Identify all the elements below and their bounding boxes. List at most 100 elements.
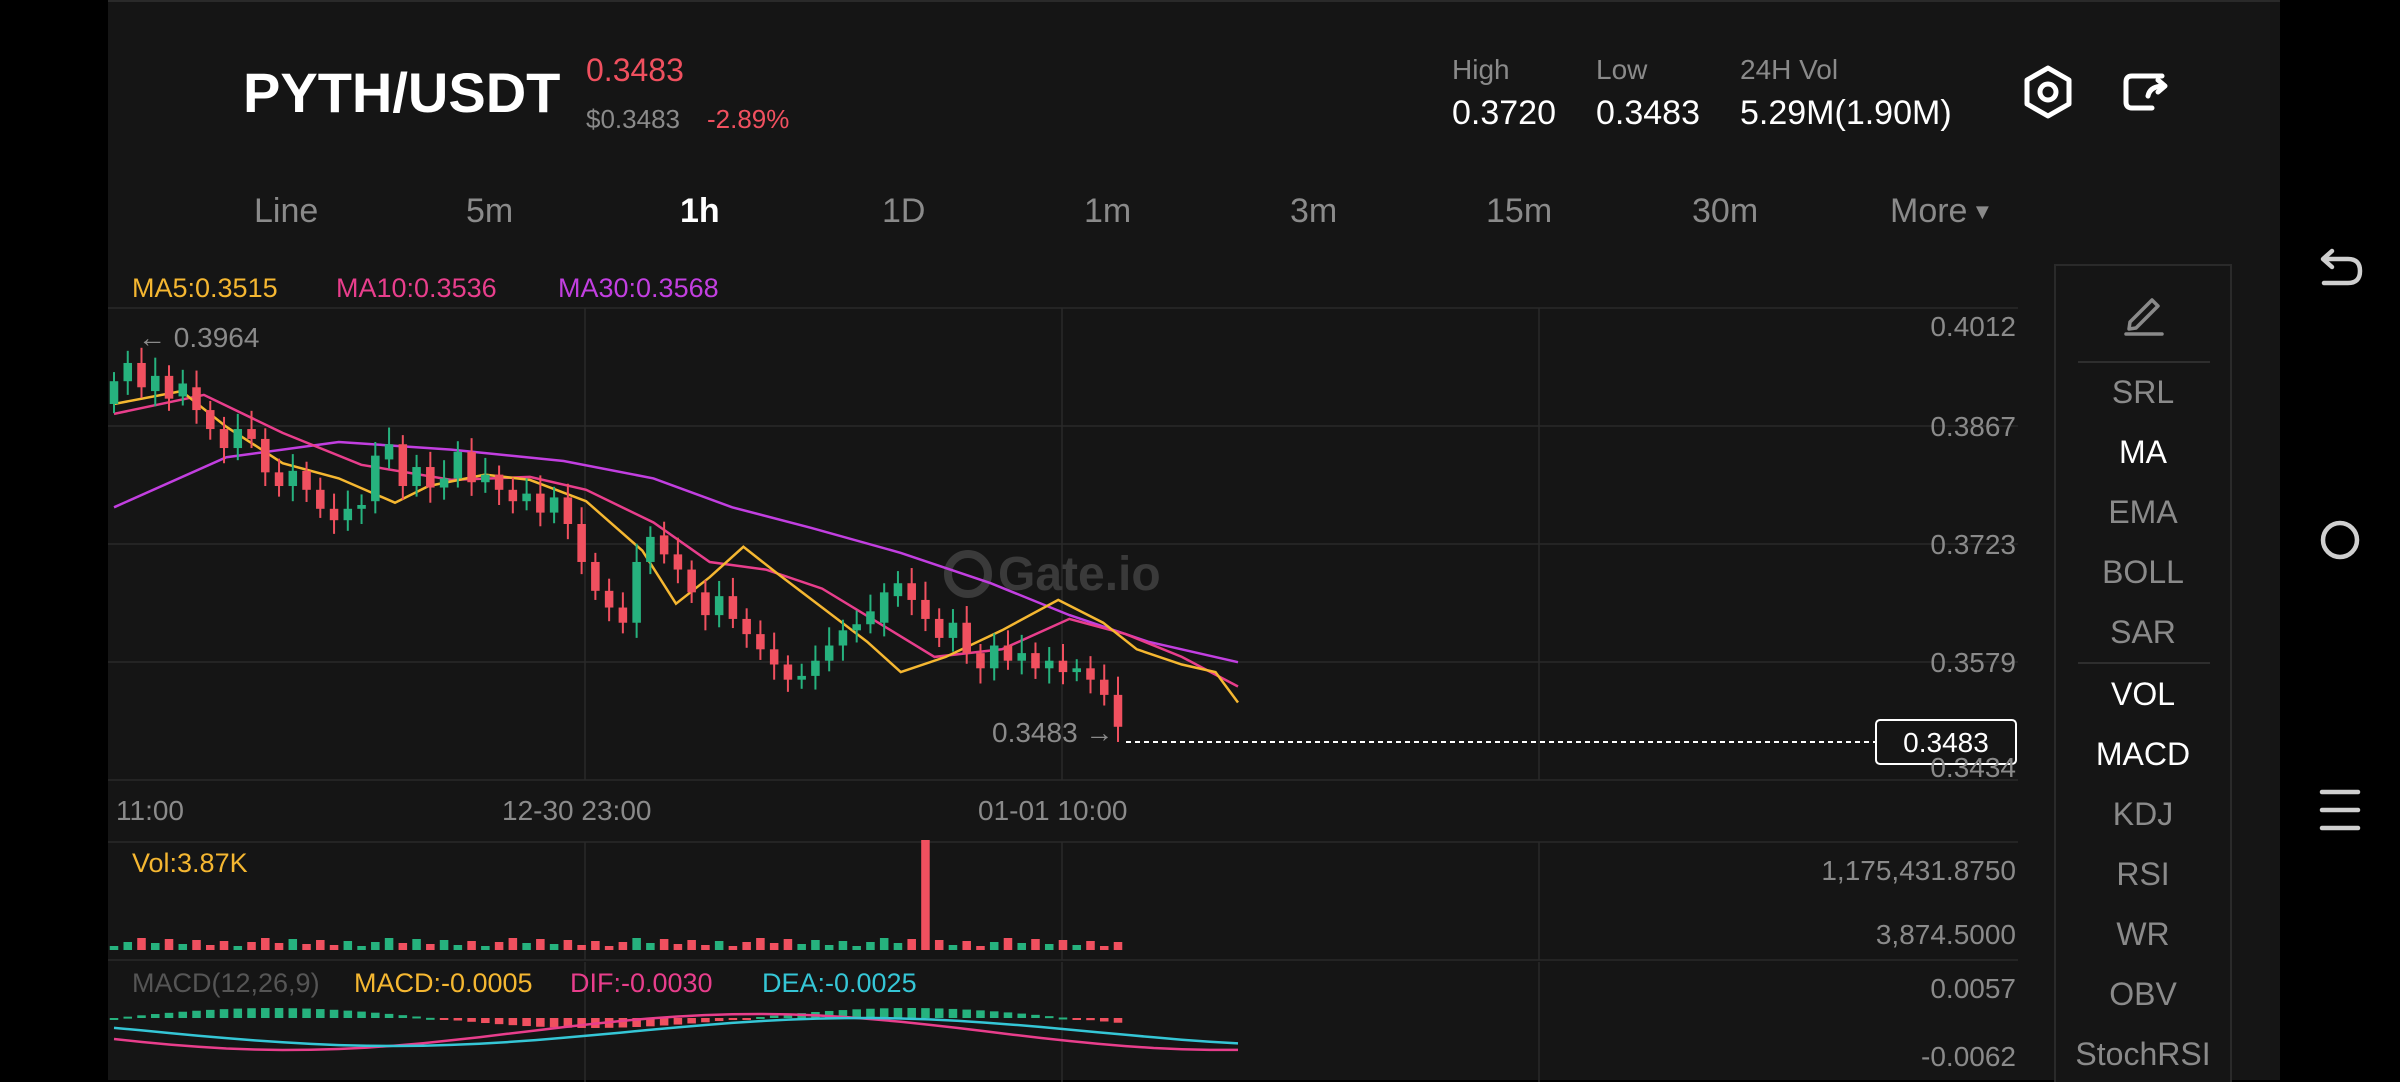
volume-bar [343,941,353,950]
tab-3m[interactable]: 3m [1290,192,1338,230]
pencil-draw-icon[interactable] [2118,286,2170,338]
volume-bar [934,940,944,950]
candle-body [824,645,834,661]
x-axis-label: 12-30 23:00 [502,795,651,826]
candle-body [494,474,504,490]
volume-bar [316,940,325,950]
tab-1m[interactable]: 1m [1084,192,1132,230]
candle-body [811,660,820,676]
volume-bar [824,945,834,950]
share-icon[interactable] [2118,62,2178,122]
home-icon[interactable] [2310,510,2370,570]
candle-body [838,630,848,646]
back-icon[interactable] [2310,243,2370,303]
watermark-text: Gate.io [998,548,1161,601]
indicator-vol[interactable]: VOL [2110,676,2176,712]
indicator-kdj[interactable]: KDJ [2112,796,2174,832]
tab-30m[interactable]: 30m [1692,192,1759,230]
volume-bar [219,941,229,950]
volume-bar [632,938,641,950]
macd-bar [893,1008,903,1018]
macd-bar [756,1016,765,1019]
indicator-sar[interactable]: SAR [2110,614,2176,650]
indicator-ma[interactable]: MA [2119,434,2167,470]
volume-bar [673,944,683,950]
tab-1h[interactable]: 1h [680,192,720,230]
macd-bar [934,1008,944,1018]
macd-bar [219,1009,229,1018]
macd-bar [1086,1018,1095,1021]
volume-bar [522,943,531,950]
indicator-obv[interactable]: OBV [2109,976,2177,1012]
y-axis-label: 0.3867 [1930,411,2016,442]
macd-y-bottom: -0.0062 [1921,1041,2016,1072]
macd-bar [989,1011,999,1018]
candle-body [508,489,518,502]
ma30-legend: MA30:0.3568 [558,273,719,303]
candle-body [219,429,229,449]
high-value: 0.3720 [1452,94,1556,132]
volume-bar [549,944,559,950]
indicator-rsi[interactable]: RSI [2116,856,2170,892]
tab-5m[interactable]: 5m [466,192,514,230]
candle-body [976,653,985,669]
trading-pair-title[interactable]: PYTH/USDT [243,61,561,124]
indicator-macd[interactable]: MACD [2095,736,2191,772]
candle-body [261,438,270,473]
macd-bar [1003,1012,1013,1018]
volume-bar [302,944,311,950]
volume-bar [714,941,724,950]
indicator-srl[interactable]: SRL [2111,374,2175,410]
macd-bar [1072,1018,1082,1020]
macd-bar [302,1008,311,1018]
macd-bar [329,1009,339,1018]
candle-body [1017,653,1026,661]
volume-bar [481,946,490,950]
volume-bar [1017,943,1026,950]
volume-bar [1086,941,1095,950]
tab-more[interactable]: More ▼ [1890,192,1993,231]
macd-bar [137,1015,146,1018]
candle-body [1031,653,1040,669]
volume-bar [192,940,201,950]
x-axis-label: 01-01 10:00 [978,795,1127,826]
gate-io-watermark: Gate.io [944,548,1161,601]
menu-icon[interactable] [2310,780,2370,840]
ma10-line [113,393,1239,688]
indicator-divider [2078,662,2210,664]
candle-body [549,497,559,513]
ma30-line [113,440,1239,664]
macd-bar [536,1018,545,1027]
macd-bar [206,1009,215,1018]
candle-body [921,599,930,619]
tab-15m[interactable]: 15m [1486,192,1553,230]
candle-body [329,508,339,521]
volume-bar [206,945,215,950]
candle-body [907,583,916,600]
indicator-wr[interactable]: WR [2116,916,2170,952]
y-axis-label: 0.3434 [1930,752,2016,783]
tab-line[interactable]: Line [254,192,319,230]
candle-body [962,622,971,654]
macd-bar [357,1011,366,1018]
price-chart[interactable]: Gate.io 0.3483 ← 0.3964 0.3483 → 0.4012 … [108,2,2280,1082]
candle-body [687,569,696,593]
macd-bar [673,1018,683,1025]
volume-bar [701,945,710,950]
volume-bar [123,942,133,950]
candle-body [591,561,600,591]
candle-body [343,508,353,521]
tab-1d[interactable]: 1D [882,192,926,230]
x-axis-label: 11:00 [116,795,184,826]
last-price-annotation: 0.3483 → [992,717,1113,748]
volume-bar [137,938,146,950]
indicator-stochrsi[interactable]: StochRSI [2075,1036,2211,1072]
indicator-ema[interactable]: EMA [2108,494,2178,530]
macd-bar [522,1018,531,1027]
candle-body [934,618,944,638]
volume-bar [728,946,738,950]
indicator-boll[interactable]: BOLL [2102,554,2184,590]
settings-hex-icon[interactable] [2018,62,2078,122]
macd-bar [549,1018,559,1028]
macd-bar [481,1018,490,1024]
